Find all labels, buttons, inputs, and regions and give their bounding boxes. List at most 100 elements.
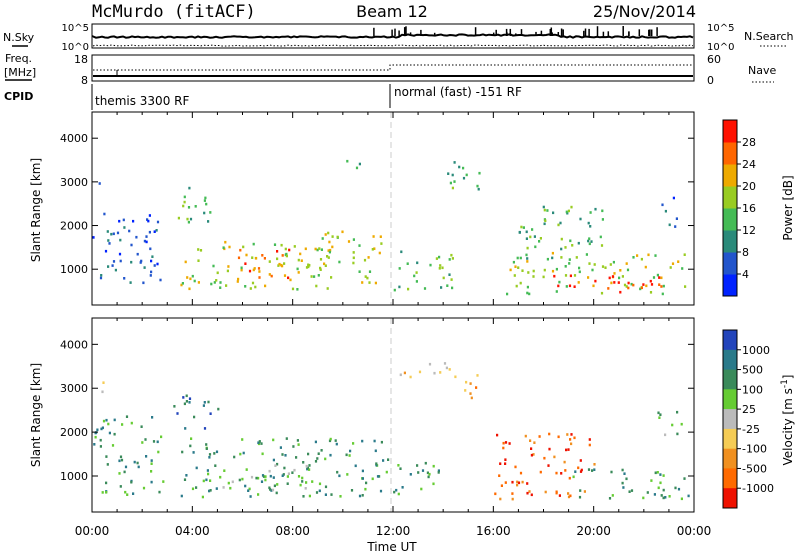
data-cell [301,476,304,480]
data-cell [674,486,677,490]
data-cell [364,487,367,491]
data-cell [511,497,514,501]
data-cell [245,468,248,471]
data-cell [156,440,159,444]
colorbar-block [723,448,737,469]
data-cell [570,442,573,446]
data-cell [317,452,320,455]
data-cell [435,257,438,260]
data-cell [588,237,591,240]
data-cell [675,217,678,220]
freq-unit-label: [MHz] [4,66,36,79]
data-cell [240,266,243,270]
data-cell [275,491,278,495]
data-cell [368,281,371,284]
data-cell [354,464,357,468]
data-cell [319,266,322,270]
colorbar-block [723,142,737,165]
data-cell [236,280,239,283]
data-cell [281,264,284,268]
data-cell [568,262,571,265]
data-cell [555,290,558,293]
data-cell [674,225,677,228]
data-cell [262,475,266,478]
data-cell [660,494,663,497]
data-cell [608,276,611,280]
data-cell [283,466,286,470]
data-cell [448,273,451,276]
data-cell [567,448,570,451]
data-cell [193,279,196,283]
data-cell [151,255,154,258]
data-cell [296,288,299,291]
data-cell [108,242,111,245]
power-scatter-cells [92,159,687,296]
data-cell [395,488,398,492]
data-cell [255,257,258,260]
data-cell [607,287,610,290]
data-cell [327,256,330,259]
data-cell [588,262,591,265]
data-cell [277,264,280,267]
data-cell [570,205,573,209]
data-cell [564,265,567,268]
data-cell [546,209,549,212]
data-cell [519,256,522,260]
data-cell [284,247,287,251]
data-cell [623,472,626,475]
colorbar-block [723,389,737,410]
data-cell [268,486,271,490]
colorbar-block [723,274,737,297]
data-cell [297,258,300,262]
data-cell [107,265,110,268]
data-cell [316,248,319,252]
data-cell [101,390,104,394]
data-cell [433,371,436,375]
data-cell [96,428,99,432]
data-cell [609,263,612,266]
data-cell [327,231,330,235]
data-cell [355,166,359,170]
data-cell [409,375,412,379]
data-cell [578,270,581,274]
data-cell [371,477,374,481]
x-tick-label: 08:00 [275,524,310,538]
data-cell [156,220,160,224]
data-cell [516,483,519,487]
data-cell [619,269,622,272]
data-cell [601,265,605,268]
data-cell [371,248,374,251]
data-cell [226,269,229,273]
data-cell [157,450,160,454]
data-cell [176,412,179,415]
data-cell [658,283,661,286]
data-cell [257,493,260,496]
data-cell [668,495,671,498]
data-cell [567,492,570,495]
data-cell [591,268,594,272]
data-cell [330,276,333,279]
data-cell [158,490,161,494]
data-cell [642,283,645,286]
data-cell [93,443,96,446]
data-cell [518,231,521,234]
data-cell [560,247,563,251]
data-cell [324,485,328,489]
data-cell [553,274,556,278]
data-cell [618,276,621,280]
data-cell [526,291,529,295]
data-cell [219,286,222,289]
data-cell [119,259,122,263]
data-cell [108,431,111,435]
data-cell [248,487,251,491]
data-cell [204,196,207,200]
data-cell [379,235,382,238]
data-cell [186,276,189,279]
data-cell [287,472,290,475]
data-cell [494,492,497,496]
data-cell [113,418,116,422]
data-cell [567,209,570,213]
colorbar-block [723,330,737,351]
data-cell [658,416,661,419]
data-cell [305,481,308,484]
